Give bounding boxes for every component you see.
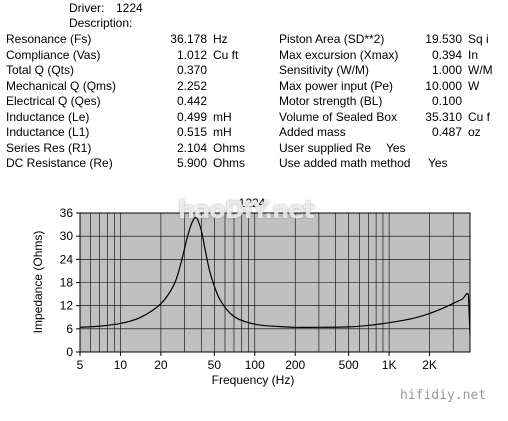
param-left-value: 0.515 bbox=[176, 125, 207, 139]
param-left-unit: Cu ft bbox=[213, 47, 239, 62]
driver-value: 1224 bbox=[116, 1, 143, 15]
param-left-unit: Ohms bbox=[213, 156, 246, 170]
x-axis-label: Frequency (Hz) bbox=[212, 373, 295, 387]
param-left-label: Resonance (Fs) bbox=[6, 32, 92, 46]
param-right-value: 1.000 bbox=[431, 63, 462, 77]
x-tick-label: 200 bbox=[285, 358, 305, 372]
param-left-value: 36.178 bbox=[170, 32, 207, 46]
flag-label: User supplied Re bbox=[279, 140, 372, 155]
param-right-unit: W/M bbox=[468, 63, 493, 77]
param-right-value: 10.000 bbox=[425, 78, 462, 93]
chart-title: 1224 bbox=[239, 196, 266, 210]
param-left-label: Compliance (Vas) bbox=[6, 47, 101, 62]
y-tick-label: 24 bbox=[60, 252, 74, 266]
impedance-curve bbox=[79, 216, 471, 335]
param-right-label: Max excursion (Xmax) bbox=[279, 47, 399, 62]
param-right-label: Max power input (Pe) bbox=[279, 78, 394, 93]
param-left-value: 1.012 bbox=[176, 47, 207, 62]
x-tick-label: 2K bbox=[422, 358, 437, 372]
x-tick-label: 50 bbox=[208, 358, 222, 372]
param-right-value: 19.530 bbox=[425, 32, 462, 46]
chart-grid bbox=[80, 213, 470, 352]
param-left-unit: Hz bbox=[213, 32, 228, 46]
x-tick-label: 20 bbox=[154, 358, 168, 372]
param-left-label: Total Q (Qts) bbox=[6, 63, 75, 77]
chart-ticks: 5 10 20 50 100 200 500 1K 2K 0 6 12 18 24 30 36 bbox=[60, 206, 437, 372]
param-left-label: Inductance (Le) bbox=[6, 109, 90, 124]
param-left-unit: Ohms bbox=[213, 140, 246, 155]
x-tick-label: 100 bbox=[245, 358, 265, 372]
param-left-value: 5.900 bbox=[176, 156, 207, 170]
watermark-site: hifidiy.net bbox=[400, 388, 487, 403]
flag-value: Yes bbox=[386, 140, 406, 155]
param-left-unit: mH bbox=[213, 109, 232, 124]
x-tick-label: 5 bbox=[77, 358, 84, 372]
param-left-unit: mH bbox=[213, 125, 232, 139]
y-tick-label: 6 bbox=[66, 322, 73, 336]
param-right-label: Added mass bbox=[279, 125, 346, 139]
driver-label: Driver: bbox=[69, 1, 105, 15]
param-left-value: 2.104 bbox=[176, 140, 207, 155]
param-right-label: Piston Area (SD**2) bbox=[279, 32, 385, 46]
y-tick-label: 36 bbox=[60, 206, 74, 220]
x-tick-label: 500 bbox=[339, 358, 359, 372]
flag-value: Yes bbox=[428, 156, 448, 170]
y-tick-label: 0 bbox=[66, 345, 73, 359]
description-label: Description: bbox=[69, 16, 133, 30]
param-left-value: 0.442 bbox=[176, 94, 207, 108]
x-tick-label: 1K bbox=[382, 358, 397, 372]
param-right-unit: Sq i bbox=[468, 32, 489, 46]
param-right-unit: Cu f bbox=[468, 109, 491, 124]
y-tick-label: 30 bbox=[60, 229, 74, 243]
param-left-label: Mechanical Q (Qms) bbox=[6, 78, 117, 93]
param-left-label: Inductance (L1) bbox=[6, 125, 90, 139]
param-right-value: 0.487 bbox=[431, 125, 462, 139]
watermark-logo: haoDIY.net bbox=[178, 196, 315, 224]
param-right-unit: oz bbox=[468, 125, 481, 139]
param-left-label: Electrical Q (Qes) bbox=[6, 94, 101, 108]
param-right-value: 35.310 bbox=[425, 109, 462, 124]
param-left-value: 0.370 bbox=[176, 63, 207, 77]
param-right-value: 0.100 bbox=[431, 94, 462, 108]
param-right-value: 0.394 bbox=[431, 47, 462, 62]
y-tick-label: 18 bbox=[60, 276, 74, 290]
param-right-unit: W bbox=[468, 78, 480, 93]
flag-label: Use added math method bbox=[279, 156, 411, 170]
param-left-label: Series Res (R1) bbox=[6, 140, 92, 155]
y-tick-label: 12 bbox=[60, 299, 74, 313]
param-right-label: Motor strength (BL) bbox=[279, 94, 383, 108]
param-right-label: Sensitivity (W/M) bbox=[279, 63, 369, 77]
param-left-value: 0.499 bbox=[176, 109, 207, 124]
param-left-label: DC Resistance (Re) bbox=[6, 156, 113, 170]
param-left-value: 2.252 bbox=[176, 78, 207, 93]
param-right-label: Volume of Sealed Box bbox=[279, 109, 398, 124]
x-tick-label: 10 bbox=[114, 358, 128, 372]
param-right-unit: In bbox=[468, 47, 479, 62]
y-axis-label: Impedance (Ohms) bbox=[31, 231, 45, 334]
